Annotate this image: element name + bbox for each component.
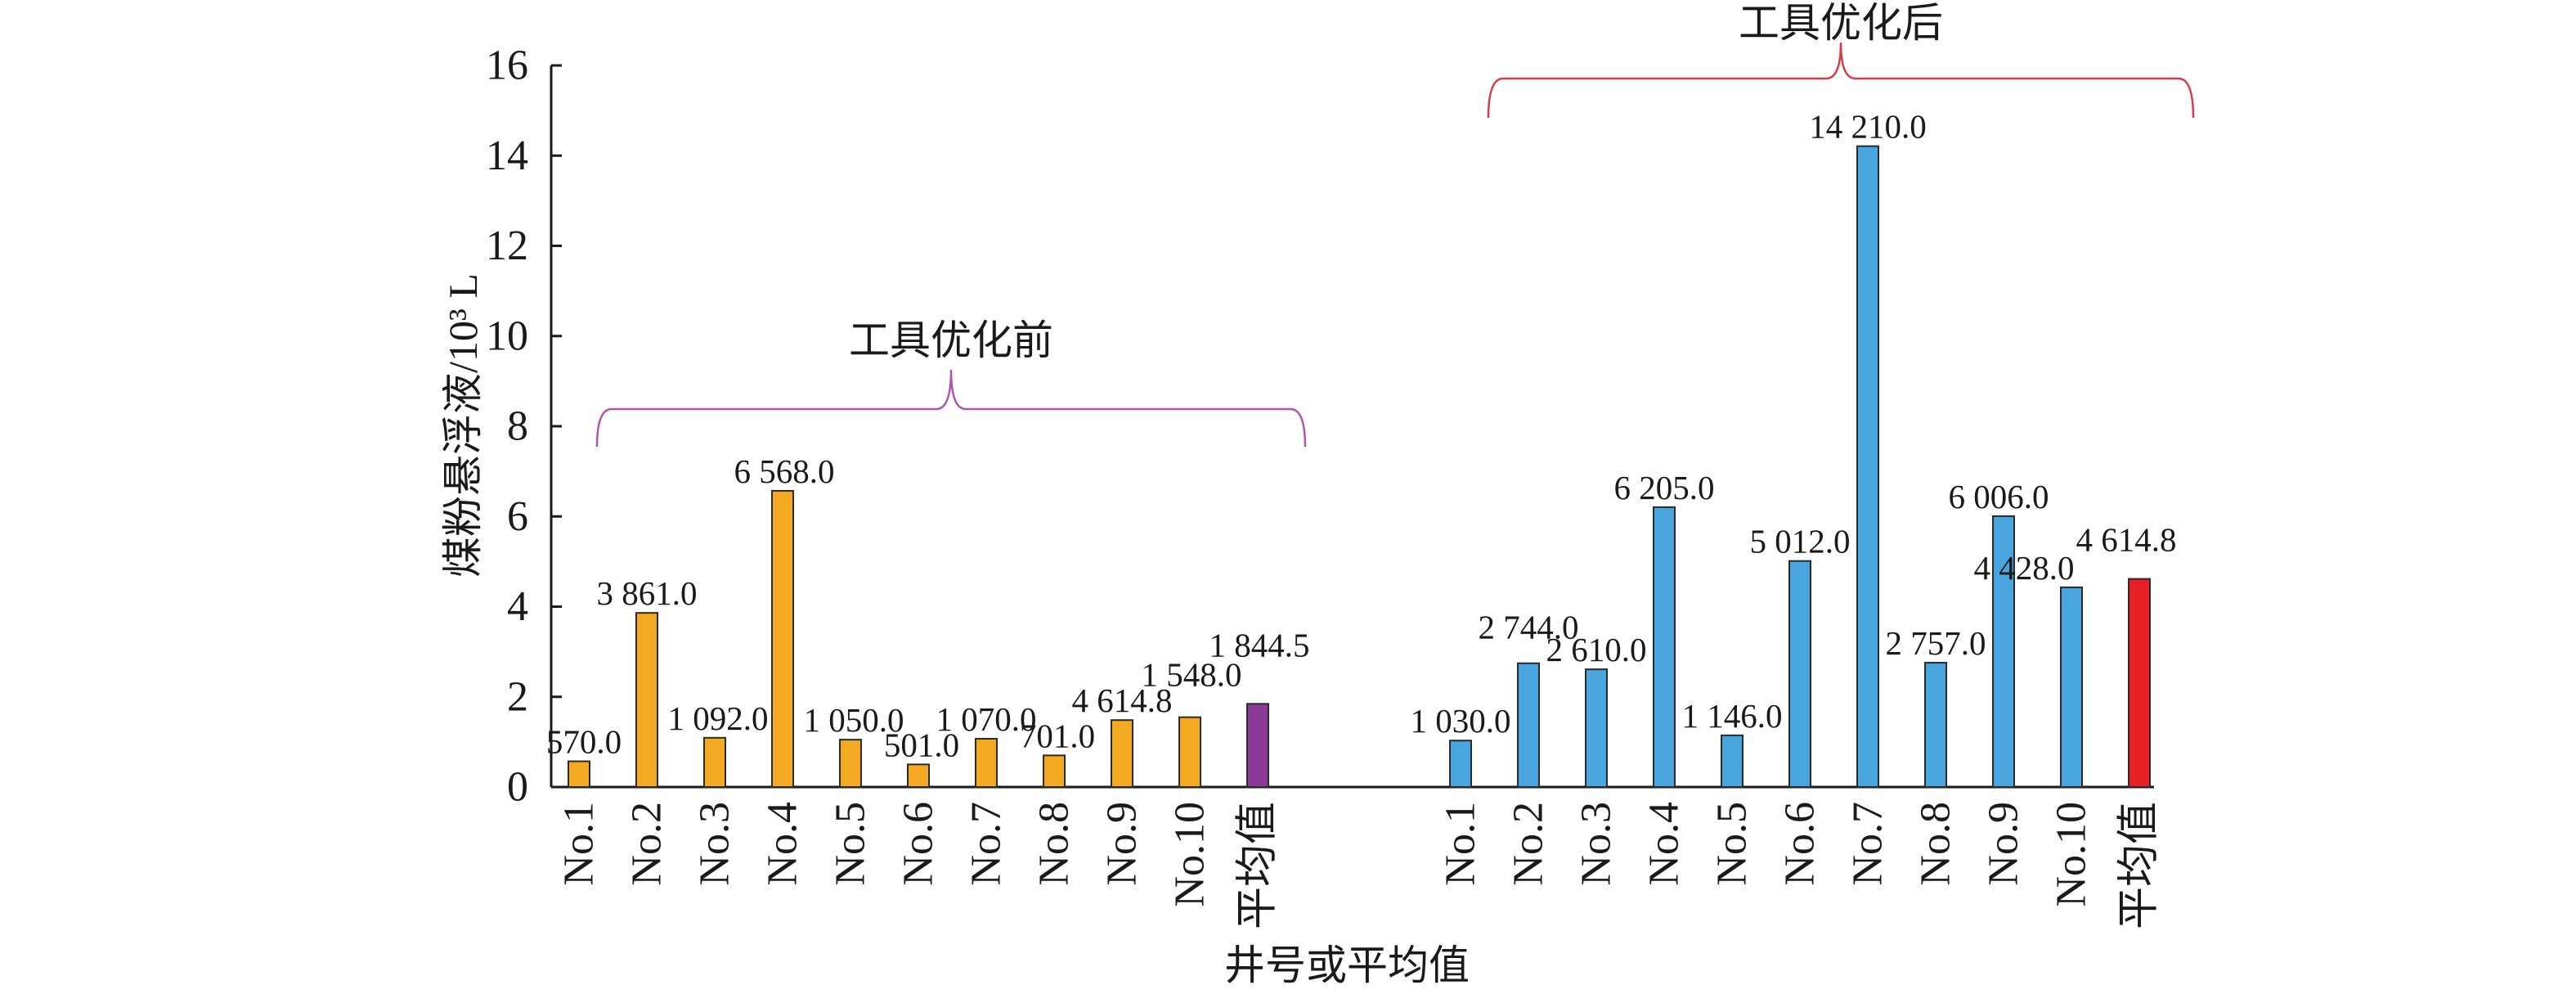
x-tick-label-no-5: No.5 bbox=[1709, 802, 1756, 886]
data-label-no-8: 2 757.0 bbox=[1886, 624, 1986, 662]
bar-no-9 bbox=[1111, 719, 1133, 789]
x-tick-label-no-1: No.1 bbox=[1438, 802, 1484, 886]
bar-no-8 bbox=[1924, 662, 1947, 789]
bar-no-3 bbox=[1585, 668, 1608, 789]
bar-no-10 bbox=[1178, 716, 1201, 788]
data-label-no-4: 6 205.0 bbox=[1614, 469, 1715, 506]
y-tick-label: 4 bbox=[507, 583, 528, 630]
x-tick-label-no-6: No.6 bbox=[895, 802, 942, 886]
data-label-no-3: 2 610.0 bbox=[1546, 631, 1647, 668]
bar-no-5 bbox=[839, 739, 862, 789]
x-tick-label-no-7: No.7 bbox=[963, 802, 1010, 886]
y-tick-label: 16 bbox=[486, 43, 528, 89]
bar-no-6 bbox=[907, 763, 930, 789]
y-tick-label: 12 bbox=[486, 223, 528, 269]
x-tick-label-no-9: No.9 bbox=[1099, 802, 1146, 886]
data-label-no-1: 1 030.0 bbox=[1411, 702, 1511, 740]
x-tick-label-no-10: No.10 bbox=[2049, 802, 2095, 907]
bar-no-4 bbox=[1653, 506, 1676, 789]
x-tick-label-no-4: No.4 bbox=[760, 802, 806, 886]
data-label-no-2: 3 861.0 bbox=[597, 574, 698, 612]
brace-after-optimization bbox=[1487, 42, 2195, 119]
y-axis-title: 煤粉悬浮液/10³ L bbox=[440, 273, 486, 578]
data-label-no-1: 570.0 bbox=[546, 723, 622, 761]
x-tick-label-no-8: No.8 bbox=[1031, 802, 1078, 886]
bar-no-9 bbox=[1992, 515, 2015, 788]
bar-no-2 bbox=[1517, 662, 1540, 788]
bar-no-2 bbox=[635, 612, 658, 788]
data-label-no-5: 1 146.0 bbox=[1682, 697, 1783, 735]
y-tick-label: 0 bbox=[507, 764, 528, 811]
y-tick-label: 2 bbox=[507, 673, 528, 720]
x-tick-label-no-3: No.3 bbox=[692, 802, 738, 886]
data-label-average: 1 844.5 bbox=[1209, 626, 1310, 663]
x-tick-label-average: 平均值 bbox=[1235, 802, 1281, 929]
data-label-no-9: 6 006.0 bbox=[1949, 478, 2049, 515]
x-axis-title: 井号或平均值 bbox=[1224, 942, 1470, 988]
bar-no-1 bbox=[1449, 740, 1472, 789]
series-after-optimization: 1 030.0 No.1 2 744.0 No.2 2 610.0 No.3 6 205.0… bbox=[1411, 108, 2177, 929]
y-tick-label: 10 bbox=[486, 313, 528, 359]
bar-average bbox=[2128, 578, 2151, 788]
data-label-no-7: 1 070.0 bbox=[936, 700, 1037, 738]
bar-no-10 bbox=[2060, 586, 2083, 788]
x-tick-label-no-2: No.2 bbox=[624, 802, 671, 886]
data-label-no-2: 2 744.0 bbox=[1479, 609, 1579, 646]
bar-average bbox=[1246, 703, 1269, 789]
x-tick-label-no-4: No.4 bbox=[1641, 802, 1688, 886]
data-label-no-5: 1 050.0 bbox=[804, 701, 904, 739]
data-label-no-4: 6 568.0 bbox=[734, 452, 835, 490]
x-tick-label-no-3: No.3 bbox=[1573, 802, 1620, 886]
data-label-no-3: 1 092.0 bbox=[668, 699, 769, 737]
data-label-no-10: 1 548.0 bbox=[1142, 656, 1242, 694]
bar-no-3 bbox=[703, 736, 726, 789]
x-tick-label-no-9: No.9 bbox=[1981, 802, 2027, 886]
data-label-average: 4 614.8 bbox=[2076, 521, 2177, 559]
bar-no-1 bbox=[568, 760, 590, 788]
data-label-no-7: 14 210.0 bbox=[1809, 108, 1927, 146]
series-before-optimization: 570.0 No.1 3 861.0 No.2 1 092.0 No.3 6 568.0 No… bbox=[546, 452, 1310, 929]
brace-before-optimization bbox=[595, 369, 1307, 448]
data-label-no-9: 4 614.8 bbox=[1072, 681, 1173, 719]
bar-no-6 bbox=[1788, 560, 1811, 788]
x-tick-label-average: 平均值 bbox=[2116, 802, 2163, 929]
data-label-no-10: 4 428.0 bbox=[1974, 549, 2075, 587]
data-label-no-6: 501.0 bbox=[884, 726, 959, 763]
x-tick-label-no-6: No.6 bbox=[1777, 802, 1824, 886]
bar-no-7 bbox=[1856, 145, 1879, 788]
x-tick-label-no-2: No.2 bbox=[1506, 802, 1552, 886]
x-tick-label-no-10: No.10 bbox=[1167, 802, 1214, 907]
data-label-no-8: 701.0 bbox=[1020, 717, 1095, 754]
x-tick-label-no-1: No.1 bbox=[556, 802, 603, 886]
y-tick-label: 6 bbox=[507, 493, 528, 540]
group-label-before-optimization: 工具优化前 bbox=[849, 317, 1053, 363]
y-tick-label: 14 bbox=[486, 133, 528, 179]
bar-no-5 bbox=[1721, 734, 1744, 788]
x-tick-label-no-7: No.7 bbox=[1845, 802, 1892, 886]
bar-no-7 bbox=[975, 738, 998, 788]
bar-no-8 bbox=[1043, 754, 1066, 788]
x-tick-label-no-5: No.5 bbox=[828, 802, 874, 886]
data-label-no-6: 5 012.0 bbox=[1750, 523, 1851, 560]
y-tick-label: 8 bbox=[507, 403, 528, 450]
y-ticks: 0 2 4 6 8 10 12 14 16 bbox=[486, 43, 562, 811]
x-tick-label-no-8: No.8 bbox=[1913, 802, 1959, 886]
bar-no-4 bbox=[771, 489, 794, 789]
group-label-after-optimization: 工具优化后 bbox=[1739, 0, 1943, 46]
